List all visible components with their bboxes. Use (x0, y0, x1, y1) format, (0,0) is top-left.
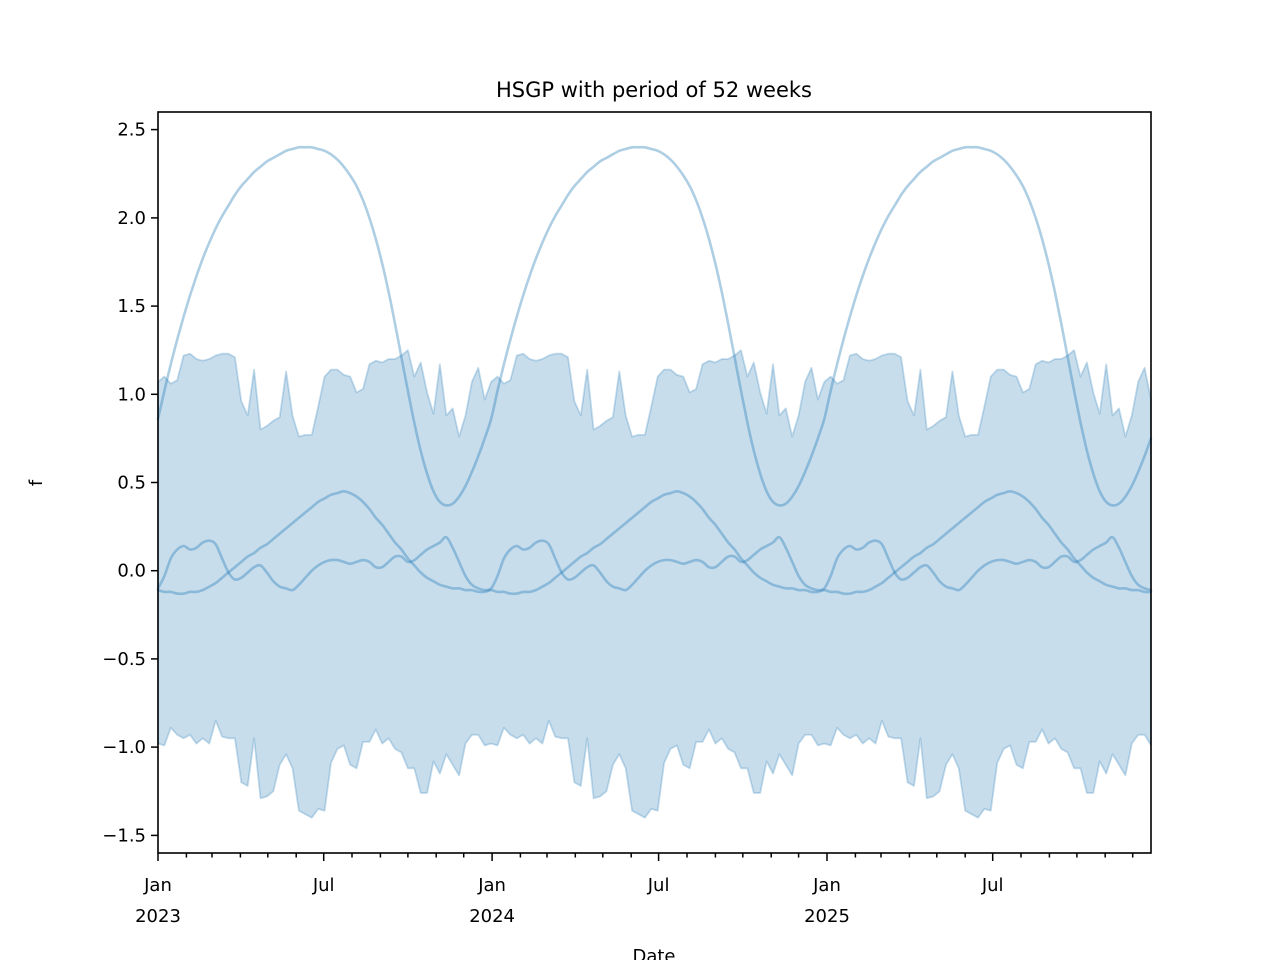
x-tick-label: Jul (312, 875, 335, 896)
y-tick-label: 2.0 (117, 208, 146, 229)
y-tick-label: −0.5 (102, 649, 146, 670)
x-axis-ticks: Jan 2023 Jul Jan 2024 Jul Jan 2025 Jul (135, 853, 1134, 927)
y-axis-ticks: 2.5 2.0 1.5 1.0 0.5 0.0 −0.5 −1.0 −1.5 (102, 120, 158, 846)
sample-large-amplitude-line (156, 145, 1153, 507)
x-tick-year-label: 2025 (804, 906, 850, 927)
y-tick-label: 2.5 (117, 120, 146, 141)
sample-medium-smooth-line (156, 490, 1153, 596)
y-tick-label: −1.0 (102, 737, 146, 758)
sample-small-wiggly-line (156, 535, 1153, 592)
x-tick-label: Jan (812, 875, 841, 896)
y-tick-label: 1.0 (117, 384, 146, 405)
y-tick-label: 1.5 (117, 296, 146, 317)
x-tick-label: Jul (981, 875, 1004, 896)
sample-lines-layer (156, 145, 1153, 596)
y-tick-label: 0.5 (117, 473, 146, 494)
x-axis-label: Date (632, 946, 675, 960)
credible-band-layer (157, 349, 1152, 819)
x-tick-year-label: 2023 (135, 906, 181, 927)
x-tick-label: Jul (647, 875, 670, 896)
x-tick-label: Jan (477, 875, 506, 896)
chart-title: HSGP with period of 52 weeks (496, 78, 812, 102)
credible-band (157, 349, 1152, 819)
y-tick-label: 0.0 (117, 561, 146, 582)
y-tick-label: −1.5 (102, 825, 146, 846)
x-tick-label: Jan (143, 875, 172, 896)
y-axis-label: f (26, 479, 47, 486)
x-tick-year-label: 2024 (469, 906, 515, 927)
